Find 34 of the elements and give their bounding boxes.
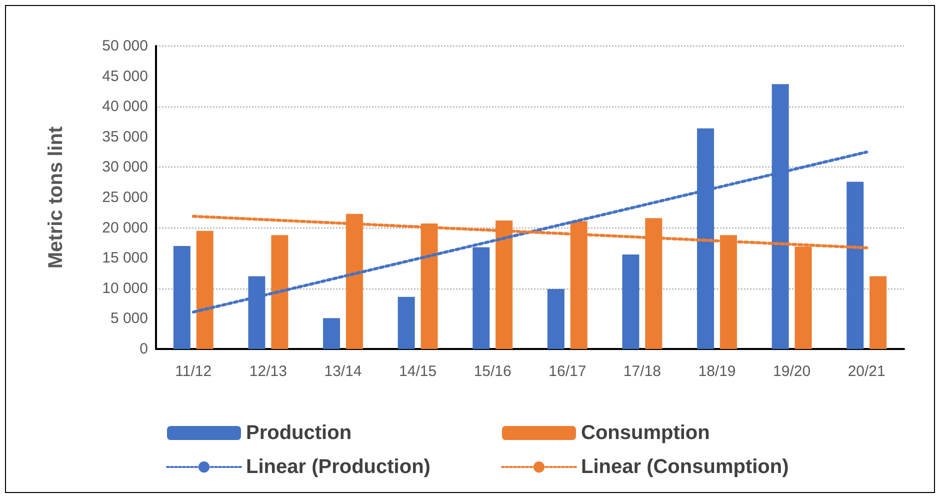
- x-tick-label: 12/13: [249, 363, 287, 380]
- y-tick-label: 10 000: [102, 280, 148, 297]
- x-tick-label: 17/18: [623, 363, 661, 380]
- bar: [547, 289, 564, 349]
- x-tick-label: 13/14: [324, 363, 362, 380]
- legend-label: Production: [246, 422, 352, 444]
- x-tick-label: 20/21: [848, 363, 886, 380]
- x-tick-label: 19/20: [773, 363, 811, 380]
- y-tick-label: 5 000: [110, 310, 148, 328]
- x-tick-label: 11/12: [175, 363, 212, 380]
- x-tick-label: 15/16: [474, 363, 512, 380]
- y-tick-label: 0: [140, 340, 148, 358]
- bar: [323, 318, 340, 349]
- x-tick-label: 16/17: [548, 363, 586, 380]
- legend-label: Linear (Consumption): [581, 456, 789, 478]
- y-tick-label: 35 000: [102, 128, 148, 146]
- legend-label: Linear (Production): [246, 456, 430, 478]
- bar: [870, 276, 887, 349]
- x-tick-label: 18/19: [698, 363, 736, 380]
- y-tick-label: 15 000: [102, 250, 148, 267]
- x-tick-label: 14/15: [399, 363, 437, 380]
- y-tick-label: 45 000: [102, 68, 148, 85]
- bar: [196, 230, 214, 349]
- y-tick-label: 20 000: [102, 219, 148, 236]
- bar: [622, 254, 640, 349]
- y-tick-label: 25 000: [102, 189, 148, 206]
- legend-label: Consumption: [581, 422, 710, 444]
- y-tick-label: 50 000: [102, 38, 148, 54]
- bar: [846, 182, 864, 349]
- y-tick-label: 30 000: [102, 158, 148, 176]
- bar: [271, 235, 288, 349]
- bar: [398, 296, 415, 349]
- y-axis-title: Metric tons lint: [45, 126, 67, 269]
- y-tick-label: 40 000: [102, 98, 148, 116]
